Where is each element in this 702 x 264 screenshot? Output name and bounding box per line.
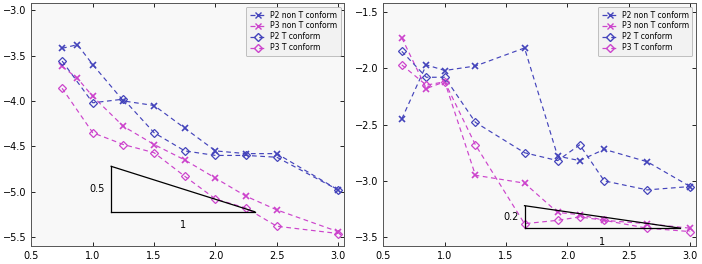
Legend: P2 non T conform, P3 non T conform, P2 T conform, P3 T conform: P2 non T conform, P3 non T conform, P2 T… <box>246 7 340 56</box>
Text: 0.2: 0.2 <box>503 212 518 222</box>
Text: 1: 1 <box>600 237 606 247</box>
Text: 0.5: 0.5 <box>90 184 105 194</box>
Text: 1: 1 <box>180 220 186 230</box>
Legend: P2 non T conform, P3 non T conform, P2 T conform, P3 T conform: P2 non T conform, P3 non T conform, P2 T… <box>598 7 692 56</box>
